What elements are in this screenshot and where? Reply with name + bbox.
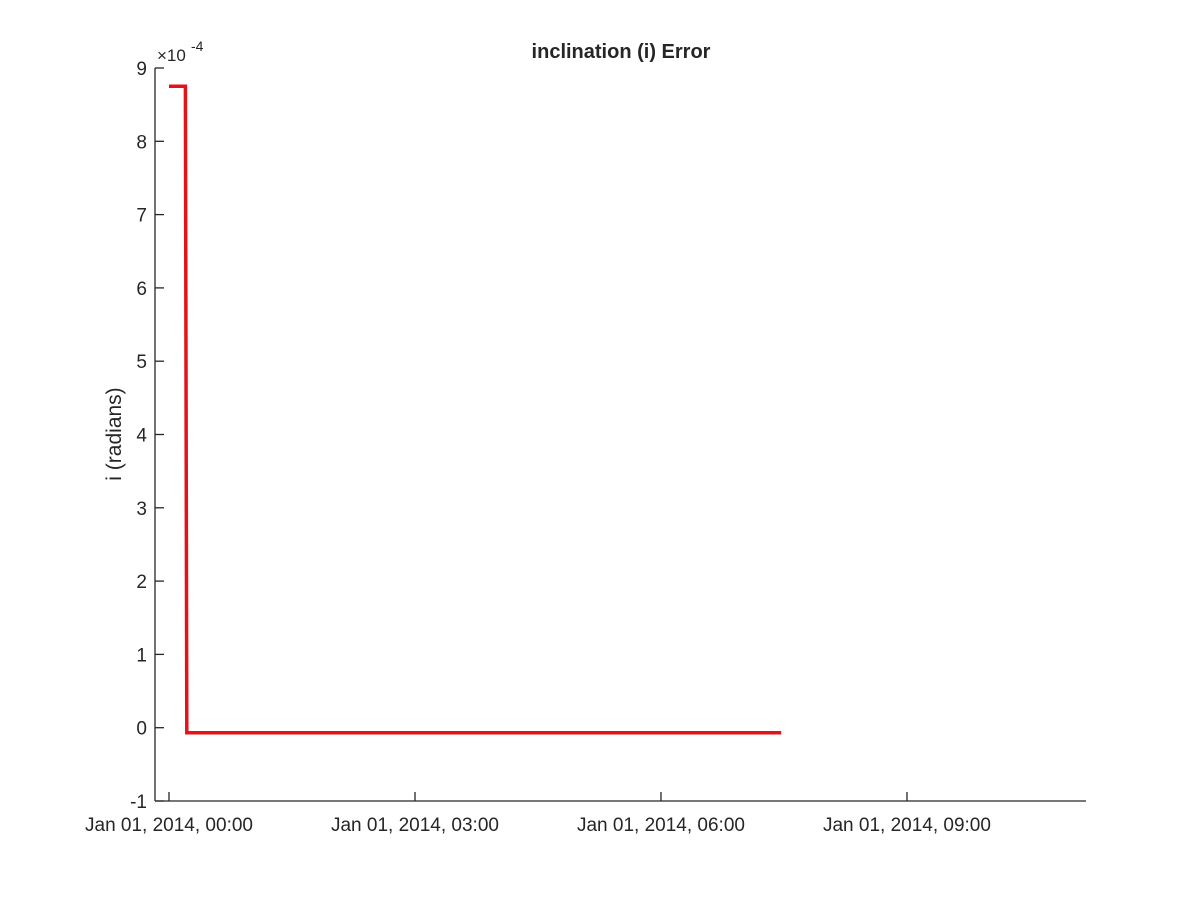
x-tick-label: Jan 01, 2014, 03:00: [331, 815, 499, 836]
y-exponent: ×10 -4: [157, 38, 204, 65]
y-tick-label: 6: [136, 279, 147, 300]
y-tick-label: 5: [136, 352, 147, 373]
y-tick-label: 9: [136, 59, 147, 80]
y-axis-label: i (radians): [103, 387, 126, 480]
chart-title: inclination (i) Error: [532, 41, 711, 63]
x-tick-label: Jan 01, 2014, 09:00: [823, 815, 991, 836]
plot-series: [169, 84, 782, 735]
y-tick-label: 0: [136, 719, 147, 740]
y-exponent-base: ×10: [157, 46, 186, 65]
y-ticks: -1 0 1 2 3 4 5 6 7 8 9: [130, 59, 164, 813]
y-tick-label: 8: [136, 132, 147, 153]
y-tick-label: 3: [136, 499, 147, 520]
y-tick-label: -1: [130, 792, 147, 813]
y-exponent-power: -4: [191, 38, 204, 54]
y-tick-label: 4: [136, 426, 147, 447]
y-tick-label: 1: [136, 645, 147, 666]
y-tick-label: 2: [136, 572, 147, 593]
x-tick-label: Jan 01, 2014, 06:00: [577, 815, 745, 836]
y-tick-label: 7: [136, 206, 147, 227]
x-tick-label: Jan 01, 2014, 00:00: [85, 815, 253, 836]
series-line: [169, 84, 782, 735]
x-ticks: Jan 01, 2014, 00:00 Jan 01, 2014, 03:00 Ja…: [85, 792, 991, 836]
